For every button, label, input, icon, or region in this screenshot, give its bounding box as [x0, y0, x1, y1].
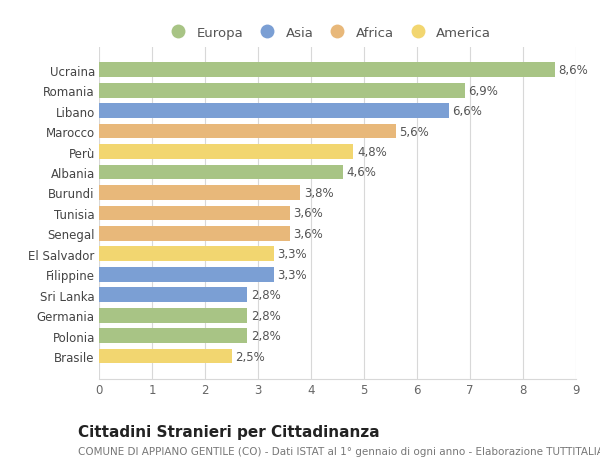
Bar	[99, 104, 449, 119]
Text: 3,3%: 3,3%	[278, 248, 307, 261]
Bar	[99, 288, 247, 302]
Text: 2,8%: 2,8%	[251, 309, 281, 322]
Bar	[99, 226, 290, 241]
Bar	[99, 63, 555, 78]
Bar	[99, 267, 274, 282]
Text: 2,8%: 2,8%	[251, 330, 281, 342]
Legend: Europa, Asia, Africa, America: Europa, Asia, Africa, America	[165, 27, 491, 39]
Text: Cittadini Stranieri per Cittadinanza: Cittadini Stranieri per Cittadinanza	[78, 425, 380, 440]
Bar	[99, 247, 274, 262]
Text: 3,8%: 3,8%	[304, 186, 334, 200]
Text: 2,5%: 2,5%	[235, 350, 265, 363]
Bar	[99, 84, 465, 98]
Text: 5,6%: 5,6%	[400, 125, 429, 138]
Bar	[99, 329, 247, 343]
Text: 4,8%: 4,8%	[357, 146, 387, 159]
Text: 8,6%: 8,6%	[559, 64, 588, 77]
Bar	[99, 206, 290, 221]
Bar	[99, 124, 396, 139]
Text: 4,6%: 4,6%	[347, 166, 376, 179]
Bar	[99, 349, 232, 364]
Bar	[99, 145, 353, 160]
Text: 2,8%: 2,8%	[251, 289, 281, 302]
Bar	[99, 165, 343, 180]
Text: 6,6%: 6,6%	[452, 105, 482, 118]
Text: 3,6%: 3,6%	[293, 207, 323, 220]
Bar	[99, 308, 247, 323]
Bar	[99, 186, 301, 201]
Text: 3,3%: 3,3%	[278, 268, 307, 281]
Text: 6,9%: 6,9%	[469, 84, 498, 97]
Text: 3,6%: 3,6%	[293, 227, 323, 241]
Text: COMUNE DI APPIANO GENTILE (CO) - Dati ISTAT al 1° gennaio di ogni anno - Elabora: COMUNE DI APPIANO GENTILE (CO) - Dati IS…	[78, 446, 600, 456]
